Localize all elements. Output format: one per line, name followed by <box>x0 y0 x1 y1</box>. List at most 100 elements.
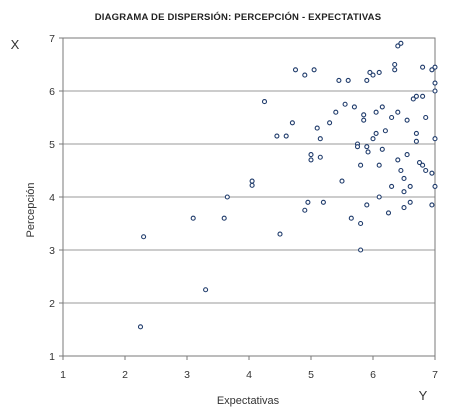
data-point <box>373 109 379 115</box>
data-point <box>432 64 438 70</box>
data-point <box>314 125 320 131</box>
data-point <box>354 144 361 150</box>
data-point <box>308 152 314 158</box>
data-point <box>249 182 255 188</box>
data-point <box>401 175 407 181</box>
data-point <box>376 194 382 200</box>
data-point <box>432 183 438 189</box>
data-point <box>317 154 323 160</box>
data-point <box>389 114 395 121</box>
data-point <box>361 112 367 118</box>
data-point <box>336 77 342 83</box>
y-tick-label: 3 <box>49 245 55 257</box>
data-point <box>392 61 398 68</box>
data-point <box>395 157 401 163</box>
data-point <box>339 178 345 184</box>
data-point <box>361 117 367 123</box>
grid-lines <box>63 90 435 304</box>
x-tick-label: 6 <box>370 369 376 381</box>
data-point <box>365 149 371 155</box>
data-point <box>395 43 401 49</box>
data-point <box>401 205 407 211</box>
data-point <box>410 96 416 102</box>
data-point <box>277 231 283 237</box>
x-tick-label: 1 <box>60 369 66 381</box>
data-point <box>348 215 354 221</box>
data-point <box>404 152 410 158</box>
data-point <box>327 120 333 126</box>
data-point <box>283 133 289 139</box>
data-point <box>401 189 407 195</box>
data-point <box>376 69 382 75</box>
data-point <box>376 162 382 168</box>
data-point <box>367 69 373 75</box>
data-point <box>292 67 299 73</box>
corner-y-label: X <box>11 37 20 52</box>
data-point <box>413 130 419 136</box>
data-point <box>404 117 410 123</box>
data-point <box>416 160 423 166</box>
data-point <box>385 210 392 216</box>
y-axis-title: Percepción <box>25 182 37 237</box>
x-tick-label: 2 <box>122 369 128 381</box>
data-point <box>364 77 370 83</box>
data-point <box>420 93 426 99</box>
data-point <box>224 194 230 200</box>
y-tick-label: 5 <box>49 139 55 151</box>
data-point <box>221 215 227 221</box>
data-point <box>413 138 419 144</box>
data-point <box>382 128 388 134</box>
data-point <box>333 109 339 115</box>
data-point <box>305 199 311 205</box>
data-point <box>420 64 426 70</box>
data-point <box>249 178 255 184</box>
data-point <box>379 146 385 152</box>
data-point <box>429 170 435 176</box>
data-point <box>432 88 438 94</box>
data-point <box>302 72 308 78</box>
data-point <box>373 130 379 136</box>
data-point <box>320 199 326 205</box>
data-point <box>308 157 314 163</box>
y-tick-label: 6 <box>49 86 55 98</box>
x-tick-label: 4 <box>246 369 252 381</box>
data-point <box>429 202 435 208</box>
x-tick-label: 7 <box>432 369 438 381</box>
data-point <box>345 77 351 83</box>
data-point <box>364 202 370 208</box>
data-point <box>137 324 144 330</box>
data-point <box>342 101 348 107</box>
data-point <box>317 136 323 142</box>
data-point <box>432 136 438 142</box>
y-tick-label: 7 <box>49 33 55 45</box>
data-point <box>274 133 280 139</box>
y-tick-label: 1 <box>49 351 55 363</box>
data-point <box>423 114 429 121</box>
y-tick-label: 4 <box>49 192 55 204</box>
data-point <box>370 72 376 78</box>
data-point <box>398 167 404 174</box>
data-point <box>413 93 419 99</box>
data-point <box>190 215 196 221</box>
data-point <box>302 207 308 213</box>
data-points <box>137 40 438 330</box>
data-point <box>407 199 413 205</box>
chart-title: DIAGRAMA DE DISPERSIÓN: PERCEPCIÓN - EXP… <box>95 11 382 23</box>
data-point <box>311 67 317 73</box>
data-point <box>420 162 426 168</box>
data-point <box>370 136 376 142</box>
data-point <box>429 67 435 73</box>
x-axis-title: Expectativas <box>217 395 280 407</box>
data-point <box>203 287 209 293</box>
data-point <box>432 80 438 86</box>
y-tick-label: 2 <box>49 298 55 310</box>
data-point <box>379 104 385 110</box>
data-point <box>364 144 370 150</box>
data-point <box>351 104 357 110</box>
data-point <box>358 220 364 227</box>
data-point <box>392 67 398 73</box>
data-point <box>358 162 364 168</box>
data-point <box>261 99 268 105</box>
data-point <box>398 40 404 46</box>
